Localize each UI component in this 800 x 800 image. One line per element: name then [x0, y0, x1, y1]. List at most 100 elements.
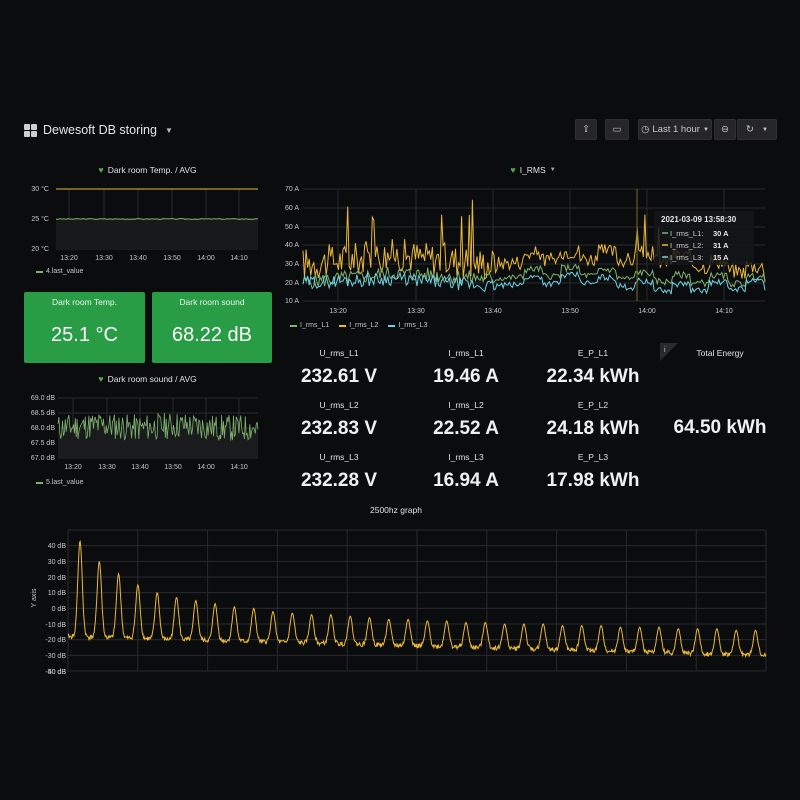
- tooltip-series-value: 31 A: [713, 241, 729, 250]
- irms-y-tick: 30 A: [285, 261, 299, 268]
- irms-legend-item[interactable]: I_rms_L2: [339, 322, 378, 329]
- singlestat-label: U_rms_L3: [319, 452, 359, 462]
- spectrum-y-tick: 40 dB: [48, 543, 67, 550]
- sound-fill-area: [58, 413, 258, 458]
- temp-avg-panel-title[interactable]: ♥ Dark room Temp. / AVG: [24, 165, 271, 175]
- sound-avg-chart: 69.0 dB 68.5 dB 68.0 dB 67.5 dB 67.0 dB …: [31, 395, 259, 471]
- legend-swatch: [290, 324, 297, 327]
- chevron-down-icon: ▼: [164, 125, 173, 135]
- irms-x-tick: 14:10: [715, 308, 733, 315]
- stat-label: Dark room sound: [179, 297, 245, 307]
- irms-y-tick: 60 A: [285, 205, 299, 212]
- dark-room-sound-stat[interactable]: Dark room sound 68.22 dB: [152, 292, 272, 363]
- info-glyph: i: [664, 347, 666, 354]
- irms-legend-item[interactable]: I_rms_L1: [290, 322, 329, 329]
- singlestat-value: 232.83 V: [300, 418, 378, 439]
- dashboard-title-text: Dewesoft DB storing: [43, 123, 157, 137]
- heart-icon: ♥: [98, 374, 104, 384]
- irms-x-tick: 14:00: [638, 308, 656, 315]
- stat-label: Dark room Temp.: [51, 297, 118, 307]
- temp-y-tick: 25 °C: [31, 215, 49, 223]
- spectrum-y-tick: 30 dB: [48, 559, 67, 566]
- tooltip-time: 2021-03-09 13:58:30: [661, 215, 737, 224]
- irms-panel-title[interactable]: ♥ I_RMS ▼: [283, 165, 783, 175]
- tooltip-series-value: 30 A: [713, 229, 729, 238]
- info-corner-icon[interactable]: i: [660, 343, 680, 361]
- sound-avg-title-text: Dark room sound / AVG: [107, 374, 197, 384]
- stat-value: 68.22 dB: [171, 324, 253, 346]
- spectrum-y-tick: -10 dB: [45, 622, 66, 629]
- irms-legend-item[interactable]: I_rms_L3: [388, 322, 428, 329]
- dashboard-grid-icon: [24, 123, 37, 137]
- share-icon: ⇪: [582, 124, 590, 135]
- legend-swatch: [36, 270, 43, 273]
- sound-y-tick: 67.5 dB: [31, 440, 55, 447]
- singlestat-label: I_rms_L3: [448, 452, 484, 462]
- temp-fill-area: [56, 219, 258, 249]
- temp-series-line: [55, 218, 258, 220]
- singlestat-value: 22.34 kWh: [546, 366, 640, 387]
- sound-x-tick: 13:30: [98, 464, 116, 471]
- sound-y-tick: 69.0 dB: [31, 395, 55, 402]
- refresh-button[interactable]: ↻ ▼: [737, 119, 777, 140]
- spectrum-y-tick: -20 dB: [45, 637, 66, 644]
- temp-avg-chart: 30 °C 25 °C 20 °C 13:20 13:30 13:40 13:5…: [31, 185, 258, 262]
- singlestat-value: 232.28 V: [300, 470, 378, 491]
- singlestat-value: 232.61 V: [300, 366, 378, 387]
- share-button[interactable]: ⇪: [575, 119, 597, 140]
- sound-legend-item[interactable]: 5.last_value: [36, 479, 83, 486]
- spectrum-y-tick: 0 dB: [52, 606, 67, 613]
- time-range-picker[interactable]: ◷ Last 1 hour ▼: [638, 119, 712, 140]
- heart-icon: ♥: [98, 165, 104, 175]
- temp-legend-item[interactable]: 4.last_value: [36, 268, 83, 275]
- sound-avg-panel-title[interactable]: ♥ Dark room sound / AVG: [24, 374, 271, 384]
- sound-y-tick: 67.0 dB: [31, 455, 55, 462]
- sound-x-tick: 14:10: [230, 464, 248, 471]
- singlestat-label: U_rms_L2: [319, 400, 359, 410]
- chevron-down-icon: ▼: [549, 167, 556, 173]
- singlestat-label: U_rms_L1: [319, 348, 359, 358]
- dark-room-temp-stat[interactable]: Dark room Temp. 25.1 °C: [24, 292, 145, 363]
- stat-value: 25.1 °C: [51, 324, 118, 346]
- sound-x-tick: 13:50: [164, 464, 182, 471]
- irms-l1-line: [302, 263, 766, 290]
- irms-y-tick: 70 A: [285, 186, 299, 193]
- irms-y-tick: 20 A: [285, 280, 299, 287]
- sound-x-tick: 13:20: [64, 464, 82, 471]
- tooltip-series-name: I_rms_L3:: [670, 253, 703, 262]
- tv-mode-button[interactable]: ▭: [605, 119, 629, 140]
- temp-x-tick: 13:30: [95, 255, 113, 262]
- clock-icon: ◷: [641, 124, 650, 135]
- spectrum-y-tick: -50 dB: [45, 669, 66, 676]
- monitor-icon: ▭: [612, 124, 622, 135]
- singlestat-label: E_P_L2: [577, 400, 609, 410]
- dashboard-title[interactable]: Dewesoft DB storing ▼: [24, 123, 173, 137]
- singlestat-value: 22.52 A: [433, 418, 499, 439]
- heart-icon: ♥: [510, 165, 516, 175]
- spectrum-y-axis-label: Y axis: [31, 588, 38, 607]
- legend-label: I_rms_L1: [300, 322, 330, 329]
- irms-legend: I_rms_L1 I_rms_L2 I_rms_L3: [290, 322, 428, 329]
- legend-label: I_rms_L3: [398, 322, 428, 329]
- legend-swatch: [339, 324, 347, 327]
- irms-x-tick: 13:50: [561, 308, 579, 315]
- sound-x-tick: 13:40: [131, 464, 149, 471]
- spectrum-panel-title[interactable]: 2500hz graph: [370, 505, 422, 515]
- irms-chart: 70 A 60 A 50 A 40 A 30 A 20 A 10 A 13:20…: [285, 186, 766, 315]
- irms-y-tick: 10 A: [285, 298, 299, 305]
- singlestat-label: E_P_L1: [577, 348, 609, 358]
- spectrum-y-tick: -30 dB: [45, 653, 66, 660]
- temp-y-tick: 20 °C: [31, 245, 49, 253]
- spectrum-y-tick: -40 dB: [45, 669, 66, 676]
- sound-y-tick: 68.0 dB: [31, 425, 55, 432]
- sound-x-tick: 14:00: [197, 464, 215, 471]
- tooltip-series-name: I_rms_L1:: [670, 229, 703, 238]
- irms-x-tick: 13:20: [329, 308, 347, 315]
- refresh-icon: ↻: [746, 124, 754, 135]
- chevron-down-icon: ▼: [762, 126, 768, 133]
- zoom-out-button[interactable]: ⊖: [714, 119, 736, 140]
- legend-label: I_rms_L2: [349, 322, 379, 329]
- singlestat-value: 19.46 A: [433, 366, 499, 387]
- irms-x-tick: 13:30: [407, 308, 425, 315]
- singlestat-value: 24.18 kWh: [546, 418, 640, 439]
